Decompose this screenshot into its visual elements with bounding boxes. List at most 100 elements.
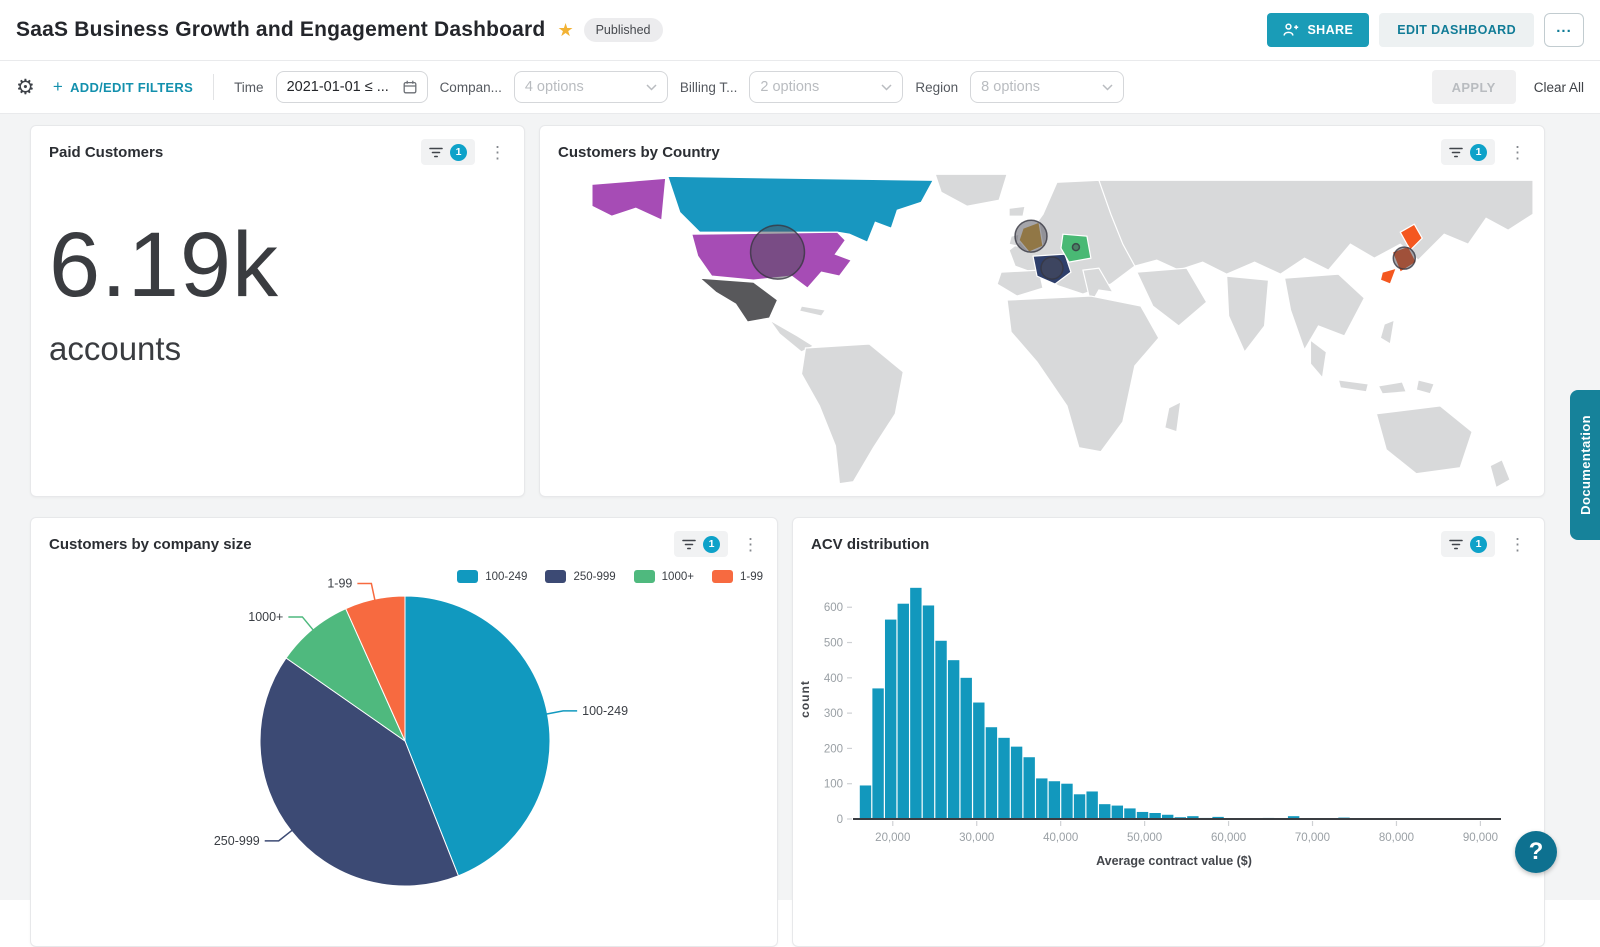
- divider: [213, 74, 214, 100]
- favorite-star-icon[interactable]: ★: [557, 20, 573, 41]
- documentation-tab-label: Documentation: [1578, 415, 1593, 515]
- indicator-unit: accounts: [49, 330, 524, 368]
- histogram-bar[interactable]: [1074, 794, 1085, 819]
- legend-label: 250-999: [573, 571, 615, 583]
- help-button[interactable]: ?: [1515, 831, 1557, 873]
- histogram-bar[interactable]: [885, 620, 896, 819]
- x-tick-label: 40,000: [1043, 832, 1078, 844]
- pie-chart[interactable]: 100-249 250-999 1000+ 1-99: [31, 563, 777, 903]
- share-button[interactable]: SHARE: [1267, 13, 1369, 47]
- filter-icon: [429, 147, 443, 158]
- widget-title: Customers by Country: [558, 144, 720, 161]
- histogram-bar[interactable]: [1061, 784, 1072, 819]
- y-tick-label: 600: [824, 602, 843, 614]
- map-land: [592, 174, 1533, 487]
- filter-count-badge: 1: [703, 536, 720, 553]
- histogram-bar[interactable]: [1086, 791, 1097, 819]
- legend-item-1-99[interactable]: 1-99: [712, 570, 763, 583]
- region-filter-select[interactable]: 8 options: [970, 71, 1124, 103]
- filter-icon: [1449, 147, 1463, 158]
- legend-swatch: [634, 570, 655, 583]
- chevron-down-icon: [646, 84, 657, 91]
- histogram-bar[interactable]: [986, 727, 997, 819]
- histogram-bar[interactable]: [998, 738, 1009, 819]
- header-more-button[interactable]: ...: [1544, 13, 1584, 47]
- legend-item-100-249[interactable]: 100-249: [457, 570, 527, 583]
- published-badge: Published: [584, 18, 663, 42]
- histogram-bar[interactable]: [898, 604, 909, 819]
- legend-item-250-999[interactable]: 250-999: [545, 570, 615, 583]
- histogram-bar[interactable]: [910, 588, 921, 819]
- histogram-bar[interactable]: [973, 703, 984, 819]
- histogram-bar[interactable]: [1023, 757, 1034, 819]
- edit-dashboard-button[interactable]: EDIT DASHBOARD: [1379, 13, 1534, 47]
- plus-icon: +: [53, 77, 63, 97]
- legend-label: 1000+: [662, 571, 694, 583]
- x-tick-label: 20,000: [875, 832, 910, 844]
- x-tick-label: 80,000: [1379, 832, 1414, 844]
- histogram-bar[interactable]: [860, 785, 871, 819]
- region-filter-value: 8 options: [981, 79, 1040, 95]
- histogram-bar[interactable]: [1099, 804, 1110, 819]
- time-filter-field[interactable]: 2021-01-01 ≤ ...: [276, 71, 428, 103]
- legend-swatch: [545, 570, 566, 583]
- map-bubble-france[interactable]: [1041, 257, 1063, 279]
- histogram-bar[interactable]: [1112, 806, 1123, 819]
- histogram-bar[interactable]: [961, 678, 972, 819]
- filter-bar: ⚙ + ADD/EDIT FILTERS Time 2021-01-01 ≤ .…: [0, 61, 1600, 114]
- histogram-bar[interactable]: [935, 641, 946, 819]
- widget-menu-kebab-icon[interactable]: ⋮: [738, 534, 763, 555]
- x-tick-label: 50,000: [1127, 832, 1162, 844]
- map-bubble-germany[interactable]: [1072, 244, 1079, 251]
- region-filter-label: Region: [915, 80, 958, 95]
- calendar-icon: [403, 80, 417, 94]
- app-header: SaaS Business Growth and Engagement Dash…: [0, 0, 1600, 61]
- map-bubble-uk[interactable]: [1015, 220, 1047, 252]
- page-title: SaaS Business Growth and Engagement Dash…: [16, 18, 545, 42]
- documentation-tab[interactable]: Documentation: [1570, 390, 1600, 540]
- apply-button[interactable]: APPLY: [1432, 70, 1516, 104]
- share-button-label: SHARE: [1307, 23, 1353, 37]
- filter-count-badge: 1: [1470, 536, 1487, 553]
- widget-filter-chip[interactable]: 1: [1441, 139, 1495, 165]
- histogram-bar[interactable]: [1049, 781, 1060, 819]
- map-bubble-usa[interactable]: [751, 225, 805, 279]
- histogram-bar[interactable]: [872, 688, 883, 819]
- legend-swatch: [457, 570, 478, 583]
- histogram-bar[interactable]: [923, 605, 934, 819]
- filter-count-badge: 1: [450, 144, 467, 161]
- histogram-bar[interactable]: [1011, 747, 1022, 819]
- legend-item-1000+[interactable]: 1000+: [634, 570, 694, 583]
- filter-icon: [682, 539, 696, 550]
- x-tick-label: 70,000: [1295, 832, 1330, 844]
- share-person-icon: [1283, 23, 1299, 37]
- world-map-chart[interactable]: [540, 171, 1544, 497]
- add-edit-filters-button[interactable]: + ADD/EDIT FILTERS: [53, 77, 193, 97]
- histogram-bar[interactable]: [1137, 812, 1148, 819]
- widget-filter-chip[interactable]: 1: [674, 531, 728, 557]
- histogram-bar[interactable]: [1036, 778, 1047, 819]
- widget-menu-kebab-icon[interactable]: ⋮: [485, 142, 510, 163]
- company-filter-select[interactable]: 4 options: [514, 71, 668, 103]
- histogram-bar[interactable]: [948, 660, 959, 819]
- question-mark-icon: ?: [1529, 838, 1544, 866]
- y-tick-label: 400: [824, 673, 843, 685]
- pie-callout-label: 100-249: [582, 704, 628, 718]
- widget-title: Paid Customers: [49, 144, 163, 161]
- widget-filter-chip[interactable]: 1: [1441, 531, 1495, 557]
- billing-filter-select[interactable]: 2 options: [749, 71, 903, 103]
- widget-filter-chip[interactable]: 1: [421, 139, 475, 165]
- map-bubble-japan[interactable]: [1393, 247, 1415, 269]
- histogram-bar[interactable]: [1124, 808, 1135, 819]
- time-filter-value: 2021-01-01 ≤ ...: [287, 79, 389, 95]
- chevron-down-icon: [1102, 84, 1113, 91]
- company-filter-label: Compan...: [440, 80, 502, 95]
- filter-settings-gear-icon[interactable]: ⚙: [16, 75, 35, 100]
- widget-title: ACV distribution: [811, 536, 929, 553]
- widget-menu-kebab-icon[interactable]: ⋮: [1505, 534, 1530, 555]
- widget-menu-kebab-icon[interactable]: ⋮: [1505, 142, 1530, 163]
- clear-all-button[interactable]: Clear All: [1534, 80, 1584, 95]
- billing-filter-value: 2 options: [760, 79, 819, 95]
